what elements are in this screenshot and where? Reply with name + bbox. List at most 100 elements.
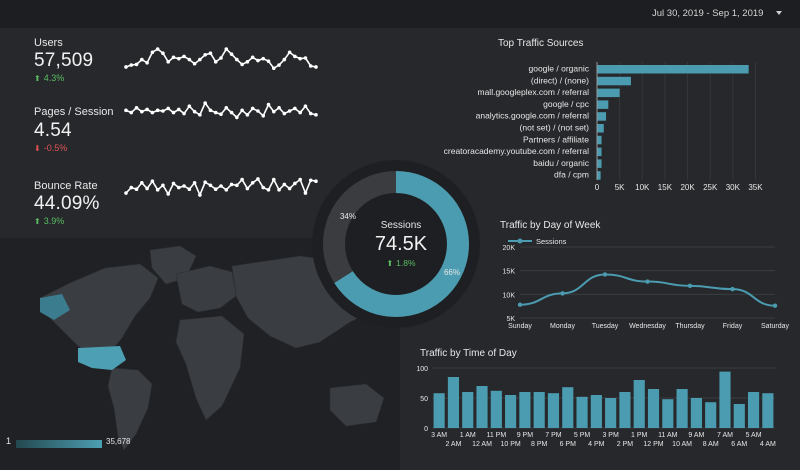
arrow-up-icon: ⬆ (34, 74, 41, 83)
kpi-label: Pages / Session (34, 106, 114, 118)
kpi-value: 44.09% (34, 193, 100, 214)
bar[interactable] (562, 387, 574, 428)
bar[interactable] (597, 88, 620, 98)
category-label: google / cpc (543, 99, 590, 109)
bar[interactable] (747, 392, 760, 428)
x-tick-label: 7 PM (545, 432, 562, 439)
x-tick-label: 0 (595, 183, 600, 192)
y-tick-label: 50 (420, 396, 428, 403)
y-tick-label: 15K (503, 269, 516, 276)
category-label: (not set) / (not set) (520, 123, 590, 133)
x-tick-label: 35K (748, 183, 763, 192)
x-tick-label: 30K (726, 183, 741, 192)
line-point[interactable] (560, 291, 565, 296)
bar[interactable] (619, 392, 631, 428)
line-point[interactable] (517, 302, 523, 307)
category-label: creatoracademy.youtube.com / referral (444, 146, 589, 156)
map-north-america[interactable] (39, 263, 159, 357)
map-africa[interactable] (175, 315, 245, 421)
bar[interactable] (605, 398, 617, 428)
bar[interactable] (762, 393, 774, 428)
legend-min: 1 (6, 436, 12, 446)
bar[interactable] (662, 399, 674, 428)
line-point[interactable] (730, 286, 735, 292)
bar[interactable] (505, 395, 517, 428)
bar[interactable] (533, 392, 545, 428)
bar[interactable] (490, 390, 502, 428)
bar[interactable] (597, 159, 602, 168)
map-united-states[interactable] (78, 346, 126, 370)
bar[interactable] (576, 396, 588, 428)
x-tick-label: 10 AM (672, 441, 692, 448)
map-australia[interactable] (329, 383, 385, 427)
bar[interactable] (676, 389, 688, 428)
x-tick-label: 3 PM (602, 432, 619, 439)
legend-swatch-dot (517, 238, 523, 244)
y-tick-label: 5K (506, 316, 515, 323)
arrow-down-icon: ⬇ (34, 144, 41, 153)
bar[interactable] (597, 112, 607, 121)
chevron-down-icon[interactable] (776, 11, 782, 15)
x-tick-label: 8 AM (703, 441, 719, 448)
line-point[interactable] (772, 303, 778, 308)
bar[interactable] (705, 402, 717, 428)
bar[interactable] (447, 377, 460, 428)
line-point[interactable] (645, 279, 650, 284)
x-tick-label: 4 AM (760, 441, 776, 448)
kpi-value: 57,509 (34, 50, 94, 71)
bar[interactable] (597, 100, 609, 109)
x-tick-label: 15K (658, 183, 673, 192)
series-line[interactable] (519, 273, 776, 307)
bar[interactable] (597, 76, 631, 86)
x-tick-label: Thursday (675, 323, 705, 330)
x-tick-label: 7 AM (717, 432, 733, 439)
chart-title-day-of-week: Traffic by Day of Week (500, 220, 601, 231)
map-europe[interactable] (175, 265, 237, 313)
x-tick-label: Sunday (508, 323, 532, 330)
bar[interactable] (647, 389, 660, 428)
bar[interactable] (597, 124, 604, 133)
y-tick-label: 20K (503, 245, 516, 252)
category-label: google / organic (529, 64, 590, 74)
x-tick-label: 9 AM (688, 432, 704, 439)
line-point[interactable] (687, 283, 693, 289)
kpi-delta: ⬇ -0.5% (34, 143, 67, 153)
donut-delta-value: 1.8% (396, 258, 416, 268)
x-tick-label: 12 PM (643, 441, 663, 448)
bar[interactable] (597, 65, 749, 74)
x-tick-label: 11 AM (658, 432, 677, 439)
line-point[interactable] (602, 272, 608, 277)
kpi-delta: ⬆ 4.3% (34, 73, 64, 83)
sessions-donut[interactable]: 66% 34% (306, 154, 486, 334)
bar[interactable] (633, 380, 645, 428)
x-tick-label: 6 PM (560, 441, 577, 448)
bar[interactable] (519, 392, 531, 428)
bar[interactable] (476, 386, 488, 428)
date-range-picker[interactable]: Jul 30, 2019 - Sep 1, 2019 (652, 8, 764, 19)
bar[interactable] (690, 398, 702, 428)
category-label: Partners / affiliate (523, 134, 589, 144)
x-tick-label: 5K (615, 183, 625, 192)
donut-center: Sessions 74.5K ⬆ 1.8% (356, 220, 446, 268)
x-tick-label: Monday (550, 323, 575, 330)
bar[interactable] (733, 404, 745, 428)
bar[interactable] (433, 393, 445, 428)
bar[interactable] (597, 147, 602, 157)
bar[interactable] (462, 392, 474, 428)
bar[interactable] (597, 171, 601, 180)
arrow-up-icon: ⬆ (34, 217, 41, 226)
x-tick-label: 20K (680, 183, 695, 192)
x-tick-label: 3 AM (431, 432, 447, 439)
donut-segment[interactable] (323, 171, 469, 317)
bar[interactable] (719, 371, 731, 428)
bar[interactable] (597, 135, 602, 145)
kpi-label: Bounce Rate (34, 180, 98, 192)
bar[interactable] (590, 395, 602, 428)
map-south-america[interactable] (107, 367, 153, 451)
x-tick-label: 10 PM (500, 441, 520, 448)
map-alaska[interactable] (40, 294, 70, 320)
x-tick-label: 12 AM (472, 441, 492, 448)
bar[interactable] (547, 393, 560, 428)
x-tick-label: Wednesday (629, 323, 666, 330)
